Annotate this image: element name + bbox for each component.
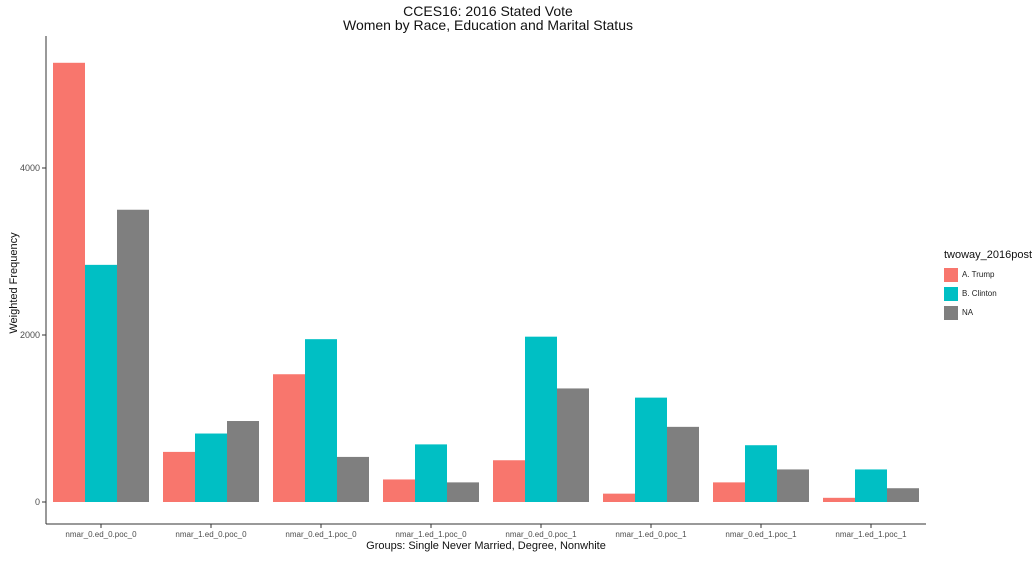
bar-a-trump-nmar_1.ed_1.poc_1 (823, 497, 855, 502)
bar-b-clinton-nmar_1.ed_0.poc_1 (635, 397, 667, 502)
x-axis-label: Groups: Single Never Married, Degree, No… (366, 540, 606, 552)
legend-label-clinton: B. Clinton (962, 289, 997, 298)
x-tick-label: nmar_1.ed_0.poc_0 (175, 530, 247, 539)
bar-b-clinton-nmar_1.ed_1.poc_0 (415, 444, 447, 502)
bar-na-nmar_0.ed_1.poc_0 (337, 456, 369, 502)
x-tick-label: nmar_0.ed_0.poc_0 (65, 530, 137, 539)
bar-b-clinton-nmar_0.ed_0.poc_1 (525, 336, 557, 502)
bar-na-nmar_1.ed_1.poc_1 (887, 488, 919, 502)
y-tick-label: 4000 (20, 163, 40, 173)
bar-a-trump-nmar_0.ed_1.poc_0 (273, 374, 305, 502)
bar-na-nmar_0.ed_1.poc_1 (777, 469, 809, 502)
y-axis-label: Weighted Frequency (8, 232, 20, 334)
bar-na-nmar_1.ed_1.poc_0 (447, 482, 479, 502)
bar-b-clinton-nmar_1.ed_1.poc_1 (855, 469, 887, 502)
legend: twoway_2016post A. Trump B. Clinton NA (944, 249, 1032, 322)
bar-b-clinton-nmar_0.ed_0.poc_0 (85, 264, 117, 502)
bar-b-clinton-nmar_0.ed_1.poc_1 (745, 445, 777, 502)
legend-label-na: NA (962, 308, 974, 317)
x-tick-label: nmar_1.ed_1.poc_0 (395, 530, 467, 539)
bar-a-trump-nmar_1.ed_1.poc_0 (383, 479, 415, 502)
x-tick-label: nmar_1.ed_1.poc_1 (835, 530, 907, 539)
legend-title: twoway_2016post (944, 249, 1032, 261)
bar-na-nmar_0.ed_0.poc_0 (117, 209, 149, 502)
y-tick-label: 2000 (20, 330, 40, 340)
legend-swatch-clinton (944, 286, 958, 301)
x-tick-label: nmar_0.ed_1.poc_1 (725, 530, 797, 539)
chart-subtitle: Women by Race, Education and Marital Sta… (342, 17, 633, 33)
legend-item-clinton: B. Clinton (944, 284, 1030, 303)
bar-na-nmar_0.ed_0.poc_1 (557, 388, 589, 502)
bar-na-nmar_1.ed_0.poc_0 (227, 421, 259, 502)
x-tick-label: nmar_0.ed_0.poc_1 (505, 530, 577, 539)
legend-item-trump: A. Trump (944, 265, 1030, 284)
bar-b-clinton-nmar_1.ed_0.poc_0 (195, 433, 227, 502)
bar-a-trump-nmar_0.ed_1.poc_1 (713, 482, 745, 502)
y-tick-label: 0 (35, 497, 40, 507)
chart-title: CCES16: 2016 Stated Vote (403, 3, 573, 19)
bar-na-nmar_1.ed_0.poc_1 (667, 426, 699, 502)
bar-a-trump-nmar_1.ed_0.poc_0 (163, 451, 195, 502)
legend-swatch-na (944, 305, 958, 320)
x-tick-label: nmar_0.ed_1.poc_0 (285, 530, 357, 539)
bar-a-trump-nmar_0.ed_0.poc_1 (493, 460, 525, 502)
legend-swatch-trump (944, 267, 958, 282)
legend-label-trump: A. Trump (962, 270, 995, 279)
bar-a-trump-nmar_1.ed_0.poc_1 (603, 493, 635, 502)
bar-a-trump-nmar_0.ed_0.poc_0 (53, 62, 85, 502)
x-tick-label: nmar_1.ed_0.poc_1 (615, 530, 687, 539)
legend-item-na: NA (944, 303, 1030, 322)
bar-b-clinton-nmar_0.ed_1.poc_0 (305, 339, 337, 502)
